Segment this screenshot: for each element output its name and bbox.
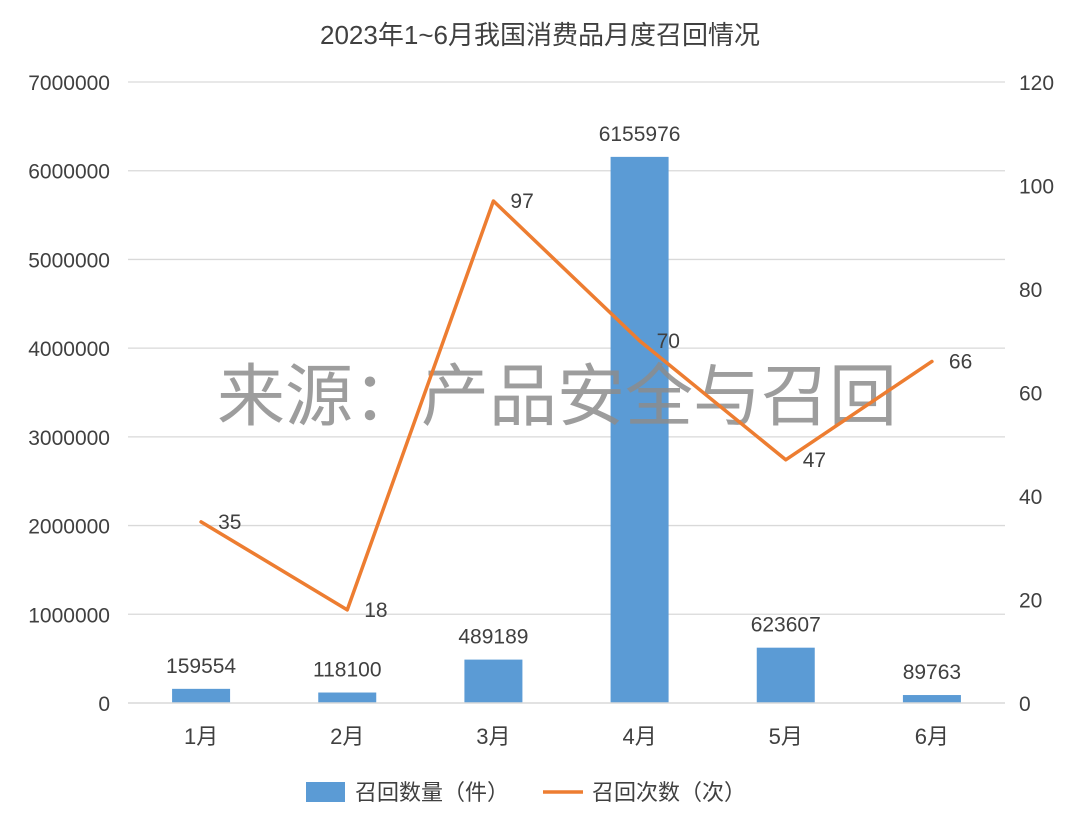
bar xyxy=(464,660,522,703)
bar-data-label: 623607 xyxy=(751,614,821,637)
y-right-tick-label: 100 xyxy=(1019,176,1054,199)
y-right-tick-label: 0 xyxy=(1019,693,1031,716)
y-right-tick-label: 40 xyxy=(1019,486,1042,509)
x-tick-label: 6月 xyxy=(915,724,949,749)
x-tick-label: 2月 xyxy=(330,724,364,749)
bar-data-label: 159554 xyxy=(166,655,236,678)
x-tick-label: 5月 xyxy=(769,724,803,749)
y-left-tick-label: 6000000 xyxy=(28,161,110,184)
watermark: 来源：产品安全与召回 xyxy=(217,359,897,435)
line-data-label: 47 xyxy=(803,449,826,472)
x-tick-label: 1月 xyxy=(184,724,218,749)
y-right-tick-label: 120 xyxy=(1019,72,1054,95)
bar-data-label: 6155976 xyxy=(599,123,681,146)
line-data-label: 18 xyxy=(364,599,387,622)
y-left-tick-label: 4000000 xyxy=(28,338,110,361)
y-right-tick-label: 80 xyxy=(1019,279,1042,302)
line-data-label: 66 xyxy=(949,350,972,373)
chart-title: 2023年1~6月我国消费品月度召回情况 xyxy=(320,20,760,50)
watermark-text: 来源：产品安全与召回 xyxy=(217,359,897,435)
x-tick-label: 4月 xyxy=(622,724,656,749)
y-left-tick-label: 0 xyxy=(98,693,110,716)
y-left-tick-label: 1000000 xyxy=(28,604,110,627)
y-left-tick-label: 3000000 xyxy=(28,427,110,450)
bar xyxy=(757,648,815,703)
bar-data-label: 489189 xyxy=(458,626,528,649)
bar-data-label: 118100 xyxy=(313,659,382,682)
bar-data-label: 89763 xyxy=(903,661,961,684)
legend-line-label: 召回次数（次） xyxy=(592,780,746,805)
x-tick-label: 3月 xyxy=(476,724,510,749)
legend-bar-label: 召回数量（件） xyxy=(355,780,509,805)
line-data-label: 35 xyxy=(218,511,241,534)
bar xyxy=(318,693,376,703)
y-left-tick-label: 7000000 xyxy=(28,72,110,95)
bar xyxy=(172,689,230,703)
legend-bar-swatch xyxy=(306,782,345,802)
y-left-tick-label: 2000000 xyxy=(28,516,110,539)
line-data-label: 70 xyxy=(657,330,680,353)
y-right-tick-label: 20 xyxy=(1019,590,1042,613)
bar xyxy=(903,695,961,703)
y-left-tick-label: 5000000 xyxy=(28,249,110,272)
y-right-tick-label: 60 xyxy=(1019,383,1042,406)
line-data-label: 97 xyxy=(510,190,533,213)
